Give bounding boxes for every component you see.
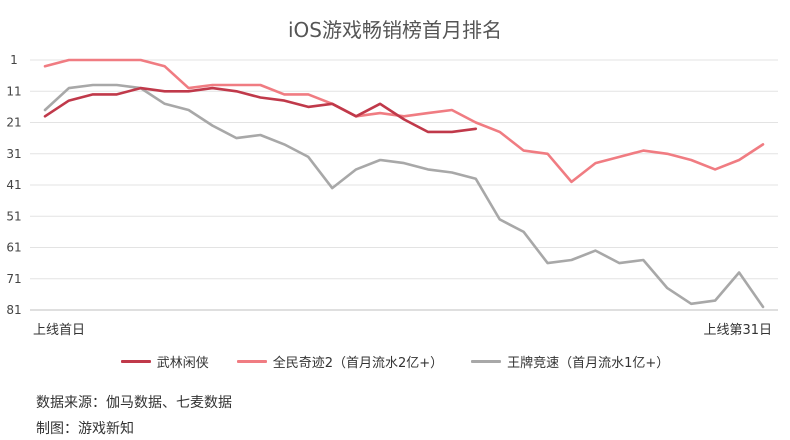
legend-item-wangpai: 王牌竞速（首月流水1亿+）	[471, 352, 669, 371]
chart-title: iOS游戏畅销榜首月排名	[288, 18, 502, 42]
legend-item-quanmin: 全民奇迹2（首月流水2亿+）	[236, 352, 444, 371]
data-source-note: 数据来源：伽马数据、七麦数据	[36, 395, 232, 411]
legend: 武林闲侠 全民奇迹2（首月流水2亿+） 王牌竞速（首月流水1亿+）	[0, 352, 790, 371]
y-tick-label: 61	[6, 241, 21, 255]
series-line-1	[43, 58, 765, 184]
series-lines	[43, 58, 765, 309]
y-tick-label: 41	[6, 178, 21, 192]
legend-swatch	[120, 360, 151, 363]
x-tick-label-end: 上线第31日	[703, 323, 772, 338]
legend-label: 王牌竞速（首月流水1亿+）	[507, 356, 670, 371]
x-axis-labels: 上线首日 上线第31日	[33, 323, 772, 338]
legend-item-wulin: 武林闲侠	[120, 352, 209, 371]
series-line-0	[43, 86, 478, 134]
series-line-2	[43, 83, 765, 309]
x-tick-label-start: 上线首日	[33, 323, 85, 338]
legend-label: 全民奇迹2（首月流水2亿+）	[272, 356, 444, 371]
y-tick-label: 21	[6, 116, 21, 130]
y-tick-label: 31	[6, 147, 21, 161]
grid	[30, 59, 778, 311]
y-tick-label: 11	[6, 84, 21, 98]
y-tick-label: 51	[6, 209, 21, 223]
legend-swatch	[236, 360, 267, 363]
legend-label: 武林闲侠	[156, 356, 209, 371]
y-tick-label: 71	[6, 272, 21, 286]
author-note: 制图：游戏新知	[36, 421, 134, 437]
y-tick-label: 1	[10, 53, 18, 67]
y-tick-label: 81	[6, 303, 21, 317]
legend-swatch	[471, 360, 502, 363]
